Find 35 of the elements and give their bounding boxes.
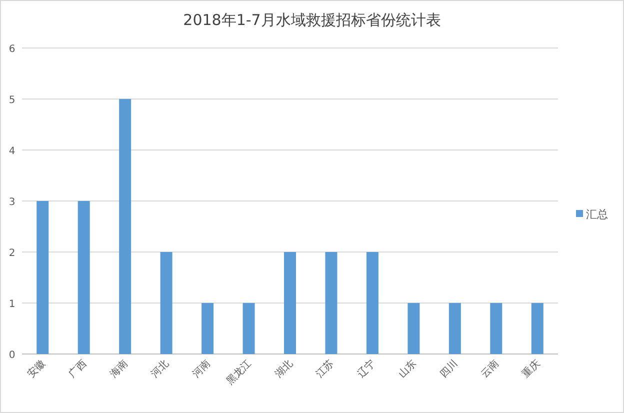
bar — [325, 252, 338, 354]
x-tick-label: 河南 — [190, 358, 213, 380]
bar — [119, 99, 132, 354]
bar — [448, 303, 461, 354]
x-tick-label: 辽宁 — [354, 358, 378, 380]
bar — [408, 303, 420, 354]
y-tick-label: 3 — [8, 197, 16, 208]
bar — [78, 201, 90, 354]
legend-label: 汇总 — [586, 208, 608, 221]
bar — [490, 303, 502, 354]
x-tick-label: 海南 — [108, 358, 130, 380]
bar — [284, 252, 296, 354]
x-tick-label: 四川 — [437, 358, 460, 380]
bar — [36, 201, 49, 354]
x-tick-label: 云南 — [478, 358, 502, 380]
x-tick-label: 黑龙江 — [224, 358, 254, 388]
y-tick-label: 4 — [8, 146, 16, 157]
x-tick-label: 江苏 — [314, 358, 336, 380]
bar — [366, 252, 378, 354]
y-tick-label: 0 — [8, 350, 16, 361]
x-tick-label: 山东 — [396, 358, 419, 380]
y-tick-label: 5 — [8, 95, 16, 106]
y-tick-label: 6 — [8, 44, 16, 55]
bar — [242, 303, 255, 354]
bar — [160, 252, 172, 354]
y-tick-label: 1 — [8, 299, 16, 310]
x-tick-label: 重庆 — [520, 358, 543, 380]
bar — [202, 303, 214, 354]
bar — [531, 303, 544, 354]
chart-title: 2018年1-7月水域救援招标省份统计表 — [183, 11, 441, 29]
x-tick-label: 湖北 — [272, 358, 296, 380]
x-tick-label: 河北 — [148, 358, 172, 380]
x-tick-label: 安徽 — [25, 358, 48, 380]
y-tick-label: 2 — [8, 248, 16, 259]
x-tick-label: 广西 — [66, 358, 89, 380]
